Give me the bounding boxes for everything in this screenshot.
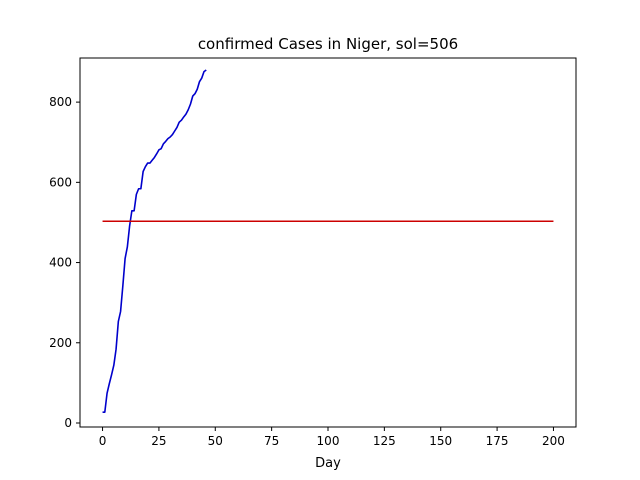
x-tick-label: 0 bbox=[99, 434, 107, 448]
x-axis-ticks: 0 25 50 75 100 125 150 175 200 bbox=[99, 427, 565, 448]
series-layer bbox=[102, 69, 554, 413]
y-tick-label: 600 bbox=[49, 175, 72, 189]
y-tick-label: 800 bbox=[49, 95, 72, 109]
y-tick-label: 400 bbox=[49, 256, 72, 270]
y-tick-label: 200 bbox=[49, 336, 72, 350]
x-tick-label: 150 bbox=[429, 434, 452, 448]
x-tick-label: 175 bbox=[486, 434, 509, 448]
x-tick-label: 125 bbox=[373, 434, 396, 448]
series-line-0 bbox=[102, 69, 207, 413]
x-tick-label: 200 bbox=[542, 434, 565, 448]
y-axis-ticks: 0 200 400 600 800 bbox=[49, 95, 80, 430]
plot-area: 0 25 50 75 100 125 150 175 200 0 200 400 600 800 bbox=[49, 57, 577, 448]
chart-title: confirmed Cases in Niger, sol=506 bbox=[198, 35, 458, 53]
x-tick-label: 100 bbox=[317, 434, 340, 448]
x-tick-label: 50 bbox=[208, 434, 223, 448]
x-axis-label: Day bbox=[315, 456, 341, 471]
x-tick-label: 25 bbox=[151, 434, 166, 448]
y-tick-label: 0 bbox=[64, 416, 72, 430]
x-tick-label: 75 bbox=[264, 434, 279, 448]
